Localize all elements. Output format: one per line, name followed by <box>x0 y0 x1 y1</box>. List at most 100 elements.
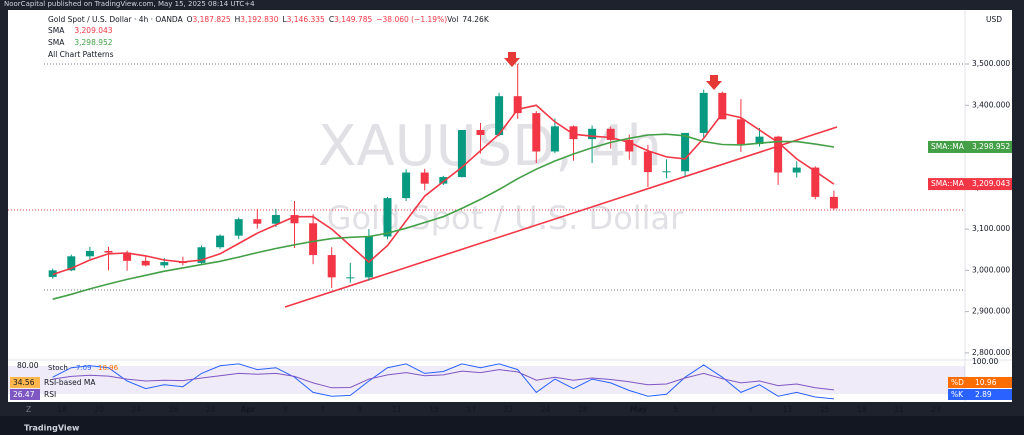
sma-line <box>52 104 835 276</box>
price-label-name: SMA::MA <box>931 142 965 151</box>
x-tick-label: 11 <box>392 405 402 414</box>
x-tick-label: 24 <box>541 405 551 414</box>
x-tick-label: 15 <box>820 405 830 414</box>
candle-body <box>383 198 392 237</box>
legend-item: C <box>329 15 334 24</box>
candle-body <box>606 128 615 140</box>
stoch-name: Stoch <box>48 364 68 372</box>
legend-item: L <box>282 15 287 24</box>
legend-sma: SMA 3,298.952 <box>48 38 113 47</box>
candle-body <box>755 136 764 145</box>
stoch-a: 7.09 <box>76 364 92 372</box>
price-label-name: SMA::MA <box>931 179 965 188</box>
price-label-value: 3,209.043 <box>972 179 1010 188</box>
x-tick-label: 28 <box>206 405 216 414</box>
candle-body <box>811 167 820 197</box>
candle-body <box>253 219 262 224</box>
osc-top: 100.00 <box>972 357 998 366</box>
legend-item: −38.060 (−1.19%) <box>376 15 447 24</box>
ma-name: RSI-based MA <box>44 378 96 387</box>
x-tick-label: 7 <box>320 405 325 414</box>
footer-logo: TradingView <box>24 424 80 433</box>
trend-line <box>284 126 838 308</box>
footer-bar <box>0 416 1024 435</box>
candle-body <box>234 219 243 236</box>
x-tick-label: 17 <box>466 405 476 414</box>
sma-value: 3,209.043 <box>74 26 112 35</box>
level-label: 80.00 <box>17 361 39 370</box>
y-tick-label: 3,400.000 <box>972 100 1010 109</box>
legend-item: 3,149.785 <box>334 15 372 24</box>
candle-body <box>123 252 132 261</box>
rsi-line <box>52 369 834 391</box>
oscillator-band <box>8 366 965 394</box>
legend-item: O <box>187 15 193 24</box>
legend-item: 3,192.830 <box>240 15 278 24</box>
axis-corner: Z <box>26 405 31 414</box>
legend-item: 74.26K <box>462 15 489 24</box>
candle-body <box>85 250 94 257</box>
candle-body <box>625 139 634 152</box>
price-label-value: 3,298.952 <box>972 142 1010 151</box>
sma-value: 3,298.952 <box>74 38 112 47</box>
candle-body <box>309 223 318 256</box>
candle-body <box>681 132 690 172</box>
legend-item: H <box>235 15 241 24</box>
sma-name: SMA <box>48 26 65 35</box>
legend-item: Gold Spot / U.S. Dollar · 4h · OANDA <box>48 15 184 24</box>
ma-box <box>10 377 40 388</box>
legend-item: 3,187.825 <box>192 15 230 24</box>
candle-body <box>216 235 225 248</box>
y-tick-label: 3,000.000 <box>972 265 1010 274</box>
x-tick-label: 7 <box>711 405 716 414</box>
stoch-b: 10.96 <box>98 364 119 372</box>
x-tick-label: Apr <box>241 405 256 414</box>
sma-line <box>52 133 835 300</box>
candle-body <box>290 215 299 224</box>
x-tick-label: 22 <box>504 405 514 414</box>
candle-body <box>736 119 745 145</box>
x-tick-label: 20 <box>94 405 104 414</box>
candle-body <box>160 262 169 266</box>
x-tick-label: 15 <box>429 405 439 414</box>
y-tick-label: 2,900.000 <box>972 307 1010 316</box>
k-box <box>948 389 1012 400</box>
candle-body <box>718 92 727 120</box>
candle-body <box>439 177 448 184</box>
arrow-marker <box>504 52 520 67</box>
candle-body <box>327 255 336 278</box>
candle-body <box>550 126 559 152</box>
arrow-marker <box>706 75 722 90</box>
x-tick-label: 13 <box>783 405 793 414</box>
x-tick-label: 23 <box>931 405 941 414</box>
candle-body <box>495 96 504 135</box>
x-tick-label: 9 <box>357 405 362 414</box>
candle-body <box>48 270 57 277</box>
rsi-box <box>10 389 40 400</box>
x-tick-label: 18 <box>57 405 67 414</box>
chart-area <box>8 10 1012 402</box>
d-box <box>948 377 1012 388</box>
candle-body <box>457 130 466 178</box>
x-tick-label: 3 <box>283 405 288 414</box>
watermark-name: Gold Spot / U.S. Dollar <box>327 199 684 237</box>
candle-body <box>402 172 411 199</box>
x-tick-label: 5 <box>673 405 678 414</box>
candle-body <box>513 96 522 114</box>
candle-body <box>829 196 838 209</box>
y-tick-label: 3,500.000 <box>972 59 1010 68</box>
x-tick-label: 9 <box>748 405 753 414</box>
d-value: 10.96 <box>975 378 997 387</box>
legend: Gold Spot / U.S. Dollar · 4h · OANDA O3,1… <box>48 15 490 59</box>
candle-body <box>271 215 280 224</box>
candle-body <box>197 247 206 263</box>
x-tick-label: 28 <box>578 405 588 414</box>
x-tick-label: 21 <box>894 405 904 414</box>
candle-body <box>699 92 708 133</box>
price-label-box <box>928 178 1012 191</box>
legend-sma: SMA 3,209.043 <box>48 26 113 35</box>
y-tick-label: 2,800.000 <box>972 348 1010 357</box>
k-name: %K <box>951 390 964 399</box>
candle-body <box>141 260 150 266</box>
